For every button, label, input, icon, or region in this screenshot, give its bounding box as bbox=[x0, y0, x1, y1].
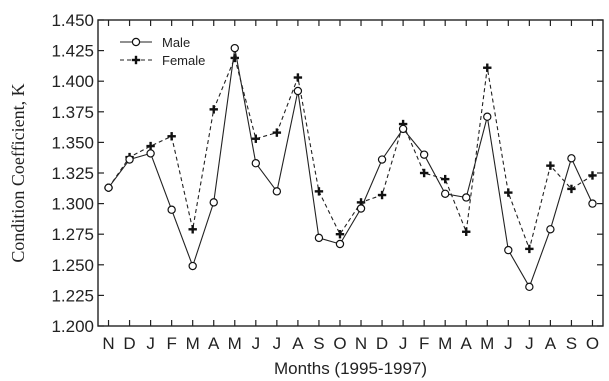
x-tick-label: S bbox=[566, 334, 577, 353]
y-tick-label: 1.300 bbox=[51, 195, 94, 214]
male-point bbox=[483, 112, 492, 121]
male-point bbox=[567, 154, 576, 163]
female-point bbox=[462, 227, 471, 236]
y-tick-label: 1.400 bbox=[51, 72, 94, 91]
y-tick-label: 1.375 bbox=[51, 103, 94, 122]
male-point bbox=[504, 245, 513, 255]
y-tick-label: 1.425 bbox=[51, 42, 94, 61]
male-point bbox=[146, 149, 155, 158]
x-tick-label: J bbox=[399, 334, 408, 353]
x-tick-label: N bbox=[102, 334, 114, 353]
x-tick-label: M bbox=[438, 334, 452, 353]
x-tick-label: F bbox=[166, 334, 176, 353]
x-tick-label: D bbox=[123, 334, 135, 353]
x-tick-label: A bbox=[208, 334, 220, 353]
female-point bbox=[335, 230, 345, 239]
male-point bbox=[440, 189, 450, 199]
female-point bbox=[504, 188, 513, 197]
female-point bbox=[272, 128, 282, 137]
x-tick-label: S bbox=[313, 334, 324, 353]
y-tick-label: 1.325 bbox=[51, 164, 94, 183]
male-point bbox=[230, 43, 239, 53]
female-point bbox=[314, 187, 324, 196]
female-point bbox=[293, 73, 303, 82]
y-tick-label: 1.250 bbox=[51, 256, 94, 275]
legend-label: Male bbox=[162, 35, 190, 50]
y-tick-label: 1.200 bbox=[51, 317, 94, 336]
female-point bbox=[567, 184, 576, 194]
legend: Male Female bbox=[120, 35, 205, 68]
female-point bbox=[440, 174, 450, 184]
female-point bbox=[230, 53, 239, 63]
legend-marker bbox=[131, 37, 141, 47]
legend-item-male: Male bbox=[120, 35, 190, 50]
female-point bbox=[588, 171, 597, 180]
male-point bbox=[588, 199, 597, 208]
male-point bbox=[419, 150, 429, 159]
male-point bbox=[251, 159, 261, 168]
x-tick-label: J bbox=[504, 334, 513, 353]
female-series-line bbox=[108, 56, 593, 251]
y-tick-label: 1.450 bbox=[51, 11, 94, 30]
male-point bbox=[125, 155, 134, 164]
male-point bbox=[377, 155, 387, 164]
male-point bbox=[546, 225, 555, 234]
male-point bbox=[398, 124, 408, 134]
male-point bbox=[525, 282, 534, 292]
legend-label: Female bbox=[162, 53, 205, 68]
y-tick-label: 1.225 bbox=[51, 286, 94, 305]
male-point bbox=[188, 261, 197, 271]
legend-marker bbox=[131, 55, 141, 65]
female-point bbox=[546, 161, 555, 170]
female-point bbox=[209, 105, 218, 114]
female-point bbox=[419, 168, 429, 178]
male-point bbox=[293, 86, 303, 96]
x-axis-title: Months (1995-1997) bbox=[274, 359, 427, 378]
male-series-line bbox=[108, 48, 593, 289]
female-point bbox=[146, 141, 155, 151]
female-point bbox=[167, 132, 176, 141]
x-tick-label: A bbox=[461, 334, 473, 353]
x-tick-label: M bbox=[228, 334, 242, 353]
series-layer bbox=[104, 43, 597, 292]
female-point bbox=[525, 244, 534, 254]
female-point bbox=[251, 134, 261, 143]
male-point bbox=[462, 193, 471, 202]
y-tick-label: 1.350 bbox=[51, 133, 94, 152]
x-tick-label: M bbox=[480, 334, 494, 353]
male-point bbox=[167, 205, 176, 214]
legend-item-female: Female bbox=[120, 53, 205, 68]
female-point bbox=[483, 63, 492, 72]
male-point bbox=[356, 204, 366, 213]
x-tick-label: O bbox=[586, 334, 599, 353]
female-point bbox=[188, 225, 197, 234]
x-tick-label: O bbox=[333, 334, 346, 353]
male-point bbox=[209, 198, 218, 207]
x-tick-label: F bbox=[419, 334, 429, 353]
x-tick-label: J bbox=[525, 334, 534, 353]
x-tick-label: J bbox=[273, 334, 282, 353]
x-tick-label: A bbox=[545, 334, 557, 353]
male-point bbox=[335, 239, 345, 249]
y-axis: 1.200 1.225 1.250 1.275 1.300 1.325 1.350 1.375… bbox=[51, 11, 603, 336]
y-tick-label: 1.275 bbox=[51, 225, 94, 244]
male-point bbox=[104, 183, 113, 192]
x-tick-label: J bbox=[252, 334, 261, 353]
x-tick-label: D bbox=[376, 334, 388, 353]
male-point bbox=[314, 233, 324, 243]
male-point bbox=[272, 187, 282, 196]
x-tick-label: A bbox=[292, 334, 304, 353]
x-tick-label: J bbox=[146, 334, 155, 353]
x-tick-label: N bbox=[355, 334, 367, 353]
female-point bbox=[377, 190, 387, 200]
x-tick-label: M bbox=[186, 334, 200, 353]
y-axis-title: Condition Coefficient, K bbox=[8, 83, 28, 262]
